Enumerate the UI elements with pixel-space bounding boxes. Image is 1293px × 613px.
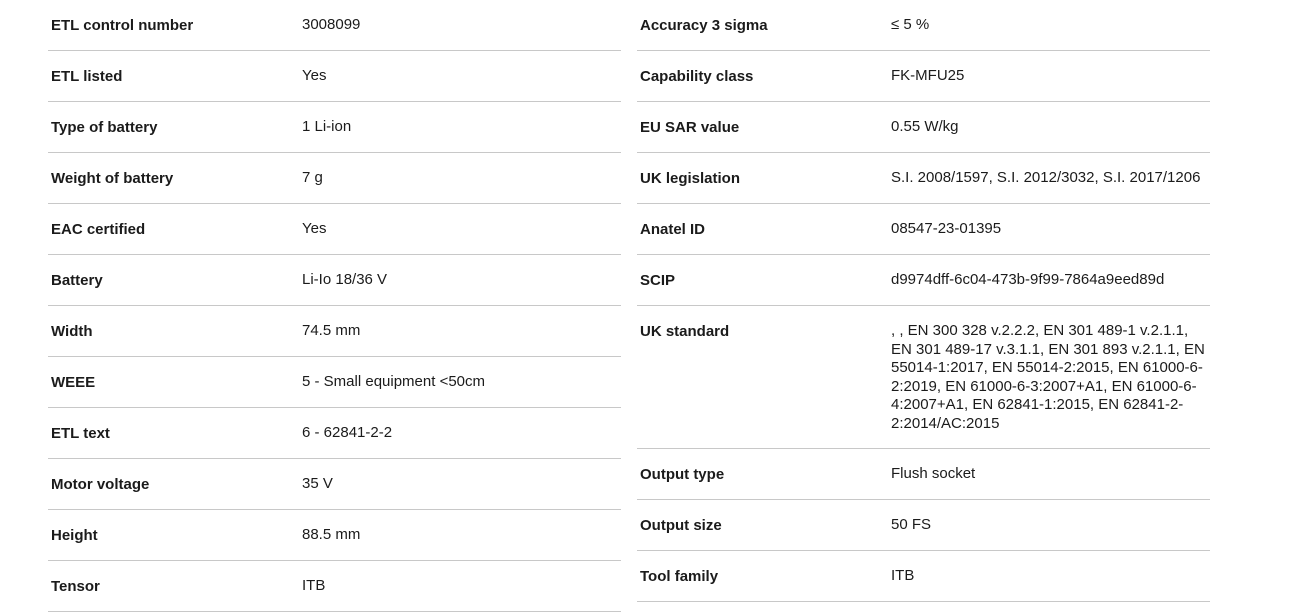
spec-row: Height 88.5 mm <box>48 510 621 561</box>
spec-value: ≤ 5 % <box>891 16 930 33</box>
spec-label: Output type <box>640 466 725 483</box>
spec-label: Tensor <box>51 578 100 595</box>
spec-row: Motor voltage 35 V <box>48 459 621 510</box>
spec-value: Li-Io 18/36 V <box>302 271 388 288</box>
spec-value: 74.5 mm <box>302 322 361 339</box>
spec-row: Anatel ID 08547-23-01395 <box>637 204 1210 255</box>
spec-label: ETL control number <box>51 17 194 34</box>
spec-row: Weight of battery 7 g <box>48 153 621 204</box>
spec-table-right-column: Accuracy 3 sigma ≤ 5 % Capability class FK-… <box>637 0 1210 602</box>
spec-value: 08547-23-01395 <box>891 220 1002 237</box>
spec-label: Weight of battery <box>51 170 174 187</box>
spec-value: S.I. 2008/1597, S.I. 2012/3032, S.I. 201… <box>891 169 1201 186</box>
spec-value: 5 - Small equipment <50cm <box>302 373 486 390</box>
spec-label: Anatel ID <box>640 221 706 238</box>
spec-row: Battery Li-Io 18/36 V <box>48 255 621 306</box>
spec-value: Yes <box>302 67 327 84</box>
spec-label: Motor voltage <box>51 476 150 493</box>
spec-label: Tool family <box>640 568 719 585</box>
spec-value: 1 Li-ion <box>302 118 352 135</box>
spec-row: Tensor ITB <box>48 561 621 612</box>
spec-row: ETL control number 3008099 <box>48 0 621 51</box>
spec-value: 35 V <box>302 475 333 492</box>
spec-label: Output size <box>640 517 722 534</box>
spec-label: EU SAR value <box>640 119 740 136</box>
spec-value: ITB <box>302 577 326 594</box>
spec-label: ETL text <box>51 425 110 442</box>
spec-row: Width 74.5 mm <box>48 306 621 357</box>
spec-label: Capability class <box>640 68 754 85</box>
spec-row: EAC certified Yes <box>48 204 621 255</box>
spec-value: FK-MFU25 <box>891 67 965 84</box>
spec-label: WEEE <box>51 374 96 391</box>
spec-row: EU SAR value 0.55 W/kg <box>637 102 1210 153</box>
spec-label: EAC certified <box>51 221 146 238</box>
spec-row: Capability class FK-MFU25 <box>637 51 1210 102</box>
spec-label: Battery <box>51 272 103 289</box>
spec-row: UK standard , , EN 300 328 v.2.2.2, EN 30… <box>637 306 1210 449</box>
spec-row: Output size 50 FS <box>637 500 1210 551</box>
spec-table-left-column: ETL control number 3008099 ETL listed Yes Ty… <box>48 0 621 612</box>
spec-row: SCIP d9974dff-6c04-473b-9f99-7864a9eed89d <box>637 255 1210 306</box>
spec-label: Height <box>51 527 98 544</box>
spec-value: Yes <box>302 220 327 237</box>
spec-label: Type of battery <box>51 119 158 136</box>
spec-label: UK legislation <box>640 170 741 187</box>
spec-row: UK legislation S.I. 2008/1597, S.I. 2012/… <box>637 153 1210 204</box>
spec-value: 3008099 <box>302 16 361 33</box>
spec-row: ETL listed Yes <box>48 51 621 102</box>
spec-row: Tool family ITB <box>637 551 1210 602</box>
spec-value: 0.55 W/kg <box>891 118 959 135</box>
spec-row: Accuracy 3 sigma ≤ 5 % <box>637 0 1210 51</box>
spec-value: d9974dff-6c04-473b-9f99-7864a9eed89d <box>891 271 1165 288</box>
spec-row: WEEE 5 - Small equipment <50cm <box>48 357 621 408</box>
spec-row: Output type Flush socket <box>637 449 1210 500</box>
spec-value: 7 g <box>302 169 323 186</box>
spec-label: Width <box>51 323 93 340</box>
spec-row: Type of battery 1 Li-ion <box>48 102 621 153</box>
spec-value: 88.5 mm <box>302 526 361 543</box>
spec-value: ITB <box>891 567 915 584</box>
spec-row: ETL text 6 - 62841-2-2 <box>48 408 621 459</box>
spec-label: SCIP <box>640 272 676 289</box>
spec-value: Flush socket <box>891 465 976 482</box>
spec-label: Accuracy 3 sigma <box>640 17 768 34</box>
spec-value: 50 FS <box>891 516 932 533</box>
spec-value: , , EN 300 328 v.2.2.2, EN 301 489-1 v.2… <box>891 322 1205 432</box>
spec-label: ETL listed <box>51 68 123 85</box>
spec-value: 6 - 62841-2-2 <box>302 424 393 441</box>
spec-label: UK standard <box>640 323 730 340</box>
